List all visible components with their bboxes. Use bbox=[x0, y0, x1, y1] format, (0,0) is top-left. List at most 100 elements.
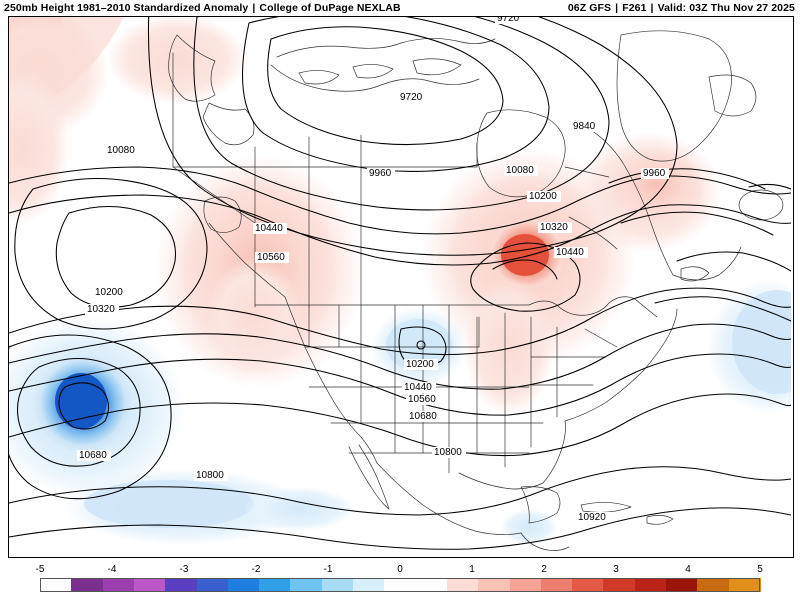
colorbar-cell bbox=[40, 578, 72, 592]
anomaly-blob-ncanada bbox=[107, 17, 247, 104]
colorbar-tick-label: -5 bbox=[35, 564, 45, 575]
coast-arctic-south bbox=[270, 64, 480, 92]
contour-10800 bbox=[9, 466, 791, 516]
contour-label-bg bbox=[406, 394, 440, 405]
anomaly-core-labrador bbox=[609, 147, 705, 223]
border-quebec-north bbox=[564, 166, 610, 178]
map-panel[interactable]: 9720 9720 9840 9960 9960 10080 10080 10200 10200… bbox=[8, 16, 794, 558]
colorbar-cell bbox=[509, 578, 542, 592]
colorbar-cell bbox=[259, 578, 292, 592]
colorbar-tick-label: -3 bbox=[179, 564, 189, 575]
contour-label-bg bbox=[504, 165, 538, 176]
contour-label-bg bbox=[93, 287, 127, 298]
colorbar-tick-label: 1 bbox=[469, 564, 475, 575]
contour-10200 bbox=[9, 194, 791, 266]
coast-arctic-north bbox=[276, 38, 496, 58]
contour-east-1 bbox=[608, 168, 766, 190]
title-left: 250mb Height 1981–2010 Standardized Anom… bbox=[4, 2, 401, 14]
contour-label: 10440 bbox=[255, 223, 283, 234]
model-run: 06Z GFS bbox=[567, 2, 612, 14]
us-east-coast bbox=[564, 308, 678, 422]
colorbar-tick-label: 4 bbox=[685, 564, 691, 575]
contour-label-bg bbox=[576, 512, 610, 523]
colorbar-cell bbox=[227, 578, 260, 592]
contour-10680 bbox=[9, 393, 791, 457]
forecast-hour: F261 bbox=[622, 2, 647, 14]
anomaly-shading-layer bbox=[9, 17, 791, 545]
contour-label: 10800 bbox=[434, 447, 462, 458]
alaska-panhandle bbox=[203, 196, 242, 233]
colorbar-tick-label: -4 bbox=[107, 564, 117, 575]
anomaly-blob-watlantic bbox=[732, 290, 791, 394]
contour-label: 10200 bbox=[529, 191, 557, 202]
contour-label: 10680 bbox=[409, 411, 437, 422]
hispaniola-outline bbox=[646, 515, 674, 525]
contour-label-bg bbox=[407, 411, 441, 422]
contour-9720-inner bbox=[267, 26, 504, 146]
baja-coast-east bbox=[358, 444, 390, 510]
map-canvas[interactable]: 9720 9720 9840 9960 9960 10080 10080 10200 10200… bbox=[9, 17, 791, 555]
contour-label-bg bbox=[538, 222, 572, 233]
anomaly-band-subtropical-east bbox=[244, 487, 354, 531]
title-separator-2: | bbox=[615, 2, 619, 14]
yucatan-outline bbox=[520, 486, 561, 524]
colorbar-tick-label: 3 bbox=[613, 564, 619, 575]
colorbar-tick-label: 5 bbox=[757, 564, 763, 575]
title-right: 06Z GFS | F261 | Valid: 03Z Thu Nov 27 2025 bbox=[568, 2, 795, 14]
island-newfoundland bbox=[680, 266, 710, 282]
anomaly-peak-epac-low bbox=[55, 373, 107, 429]
contour-label: 9960 bbox=[369, 168, 392, 179]
contour-label-bg bbox=[255, 252, 289, 263]
contour-east-5 bbox=[748, 183, 791, 190]
contour-label-bg bbox=[402, 382, 436, 393]
anomaly-peak-midwest bbox=[501, 234, 549, 276]
colorbar-cell bbox=[603, 578, 636, 592]
alaska-south bbox=[202, 102, 255, 146]
contour-label: 10200 bbox=[95, 287, 123, 298]
contour-label: 10560 bbox=[408, 394, 436, 405]
newfoundland-coast bbox=[672, 246, 742, 281]
contour-10920 bbox=[9, 507, 791, 550]
colorbar-tick-label: -1 bbox=[323, 564, 333, 575]
contour-label: 10080 bbox=[107, 145, 135, 156]
colorbar-cell bbox=[71, 578, 104, 592]
colorbar-cell bbox=[666, 578, 698, 592]
colorbar-cell bbox=[196, 578, 229, 592]
colorbar-cell bbox=[697, 578, 730, 592]
colorbar[interactable] bbox=[40, 578, 761, 592]
centralamerica-coast bbox=[520, 532, 570, 551]
contour-label: 10440 bbox=[556, 247, 584, 258]
contour-label: 10800 bbox=[196, 470, 224, 481]
contour-label-bg bbox=[641, 168, 669, 179]
anomaly-tail-midwest bbox=[464, 277, 554, 417]
contour-label: 9720 bbox=[400, 92, 423, 103]
contour-label: 9720 bbox=[497, 17, 520, 24]
colorbar-cell bbox=[165, 578, 198, 592]
colorbar-cell bbox=[290, 578, 323, 592]
baja-coast-west bbox=[348, 446, 390, 510]
colorbar-cell bbox=[133, 578, 166, 592]
colorbar-cell bbox=[321, 578, 354, 592]
anomaly-band-subtropical-core bbox=[84, 480, 254, 528]
colorbar-tick-label: 2 bbox=[541, 564, 547, 575]
anomaly-blob-west-edge bbox=[9, 69, 69, 225]
colorbar-cell bbox=[572, 578, 605, 592]
anomaly-tail-gulfak bbox=[206, 257, 302, 377]
colorbar-cell bbox=[540, 578, 573, 592]
island-arctic-2 bbox=[352, 64, 394, 79]
border-quebec-east bbox=[568, 216, 618, 250]
bc-coast bbox=[208, 222, 286, 298]
contour-label-bg bbox=[398, 92, 426, 103]
title-separator-3: | bbox=[650, 2, 654, 14]
labrador-coast bbox=[574, 120, 674, 276]
contour-east-2 bbox=[620, 211, 774, 236]
contour-label-bg bbox=[527, 191, 561, 202]
mexico-pacific-coast bbox=[376, 462, 522, 535]
contour-label-bg bbox=[253, 223, 287, 234]
contour-10080 bbox=[9, 166, 791, 235]
contour-label: 10440 bbox=[404, 382, 432, 393]
anomaly-blob-gulfmex bbox=[501, 509, 557, 545]
contour-label-bg bbox=[495, 17, 523, 24]
contour-plains-low bbox=[398, 326, 447, 368]
